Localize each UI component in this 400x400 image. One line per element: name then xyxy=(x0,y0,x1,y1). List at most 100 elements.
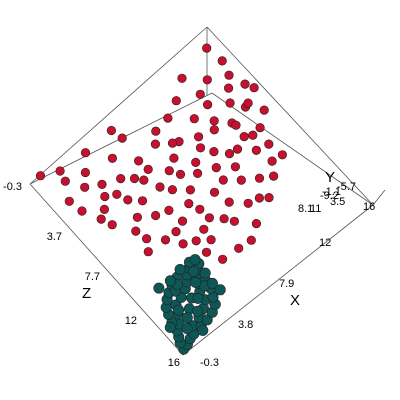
data-point xyxy=(224,70,234,80)
data-point xyxy=(80,182,90,192)
data-point xyxy=(117,133,127,143)
data-point xyxy=(60,176,70,186)
data-point xyxy=(139,175,149,185)
data-point xyxy=(254,193,264,203)
ticks-layer: -0.3 3.7 7.7 12 16 -0.3 3.8 7.9 12 16 -5.7-1.1118.… xyxy=(3,169,375,369)
box-edge-1 xyxy=(29,183,184,356)
data-point xyxy=(77,206,87,216)
data-point xyxy=(236,175,246,185)
data-point xyxy=(248,130,258,140)
data-point xyxy=(206,277,218,289)
data-point xyxy=(175,169,186,179)
data-point xyxy=(184,199,194,209)
data-point xyxy=(132,212,142,222)
data-point xyxy=(174,263,186,275)
data-point xyxy=(224,149,235,159)
data-point xyxy=(173,304,185,316)
box-edge-6 xyxy=(211,92,374,206)
points-layer xyxy=(35,43,288,355)
data-point xyxy=(229,216,239,226)
data-point xyxy=(197,324,209,336)
box-edge-0 xyxy=(182,204,374,356)
data-point xyxy=(97,179,107,189)
data-point xyxy=(243,198,253,208)
data-point xyxy=(123,195,133,205)
y-tick-label: -1.1 xyxy=(322,186,341,198)
z-tick-label: 3.7 xyxy=(47,231,62,243)
data-point xyxy=(224,83,234,93)
data-point xyxy=(189,254,201,266)
data-point xyxy=(251,219,261,229)
z-axis-label: Z xyxy=(82,285,91,302)
data-point xyxy=(188,265,200,277)
z-tick-label: 16 xyxy=(168,357,180,369)
x-tick-label: 7.9 xyxy=(279,278,294,290)
y-tick-label: -5.7 xyxy=(337,181,356,193)
data-point xyxy=(35,171,46,181)
data-point xyxy=(264,139,274,149)
z-tick-label: 7.7 xyxy=(85,271,100,283)
data-point xyxy=(112,189,122,199)
data-point xyxy=(234,243,244,253)
data-point xyxy=(107,153,117,163)
y-axis-label: Y xyxy=(325,169,335,186)
data-point xyxy=(195,204,205,214)
data-point xyxy=(169,153,179,163)
data-point xyxy=(190,276,202,288)
data-point xyxy=(231,120,241,130)
data-point xyxy=(201,314,213,326)
data-point xyxy=(201,247,212,257)
data-point xyxy=(264,193,274,203)
x-axis-label: X xyxy=(290,292,300,309)
data-point xyxy=(137,196,148,206)
data-point xyxy=(224,197,234,207)
data-point xyxy=(163,113,173,123)
data-point xyxy=(55,166,65,176)
data-point xyxy=(218,175,228,185)
data-point xyxy=(199,224,209,234)
data-point xyxy=(194,132,204,142)
data-point xyxy=(269,171,279,181)
data-point xyxy=(199,267,211,279)
data-point xyxy=(142,234,152,244)
data-point xyxy=(192,305,204,317)
data-point xyxy=(143,247,153,257)
data-point xyxy=(129,173,140,184)
data-point xyxy=(209,116,219,126)
y-tick-label: 8.1 xyxy=(298,203,313,215)
data-point xyxy=(164,205,174,215)
data-point xyxy=(211,163,221,173)
data-point xyxy=(195,143,206,153)
data-point xyxy=(107,220,117,230)
data-point xyxy=(80,167,90,178)
data-point xyxy=(217,56,227,66)
data-point xyxy=(167,185,177,195)
data-point xyxy=(232,144,243,154)
data-point xyxy=(177,73,187,83)
data-point xyxy=(191,157,201,167)
data-point xyxy=(151,126,161,136)
data-point xyxy=(230,162,240,172)
x-tick-label: -0.3 xyxy=(200,357,219,369)
data-point xyxy=(259,105,269,115)
data-point xyxy=(225,98,235,108)
data-point xyxy=(150,139,160,149)
x-tick-label: 16 xyxy=(363,201,375,213)
data-point xyxy=(218,254,228,264)
data-point xyxy=(195,89,205,99)
data-point xyxy=(204,213,214,223)
data-point xyxy=(100,191,110,202)
data-point xyxy=(206,235,216,245)
data-point xyxy=(64,196,74,206)
z-tick-label: -0.3 xyxy=(3,181,22,193)
data-point xyxy=(96,214,106,224)
box-edge-3 xyxy=(206,26,374,206)
data-point xyxy=(171,96,181,106)
y-tick-label: 3.5 xyxy=(330,196,345,208)
data-point xyxy=(251,145,261,155)
data-point xyxy=(155,182,165,192)
data-point xyxy=(191,236,201,246)
data-point xyxy=(106,125,116,136)
data-point xyxy=(202,43,212,53)
